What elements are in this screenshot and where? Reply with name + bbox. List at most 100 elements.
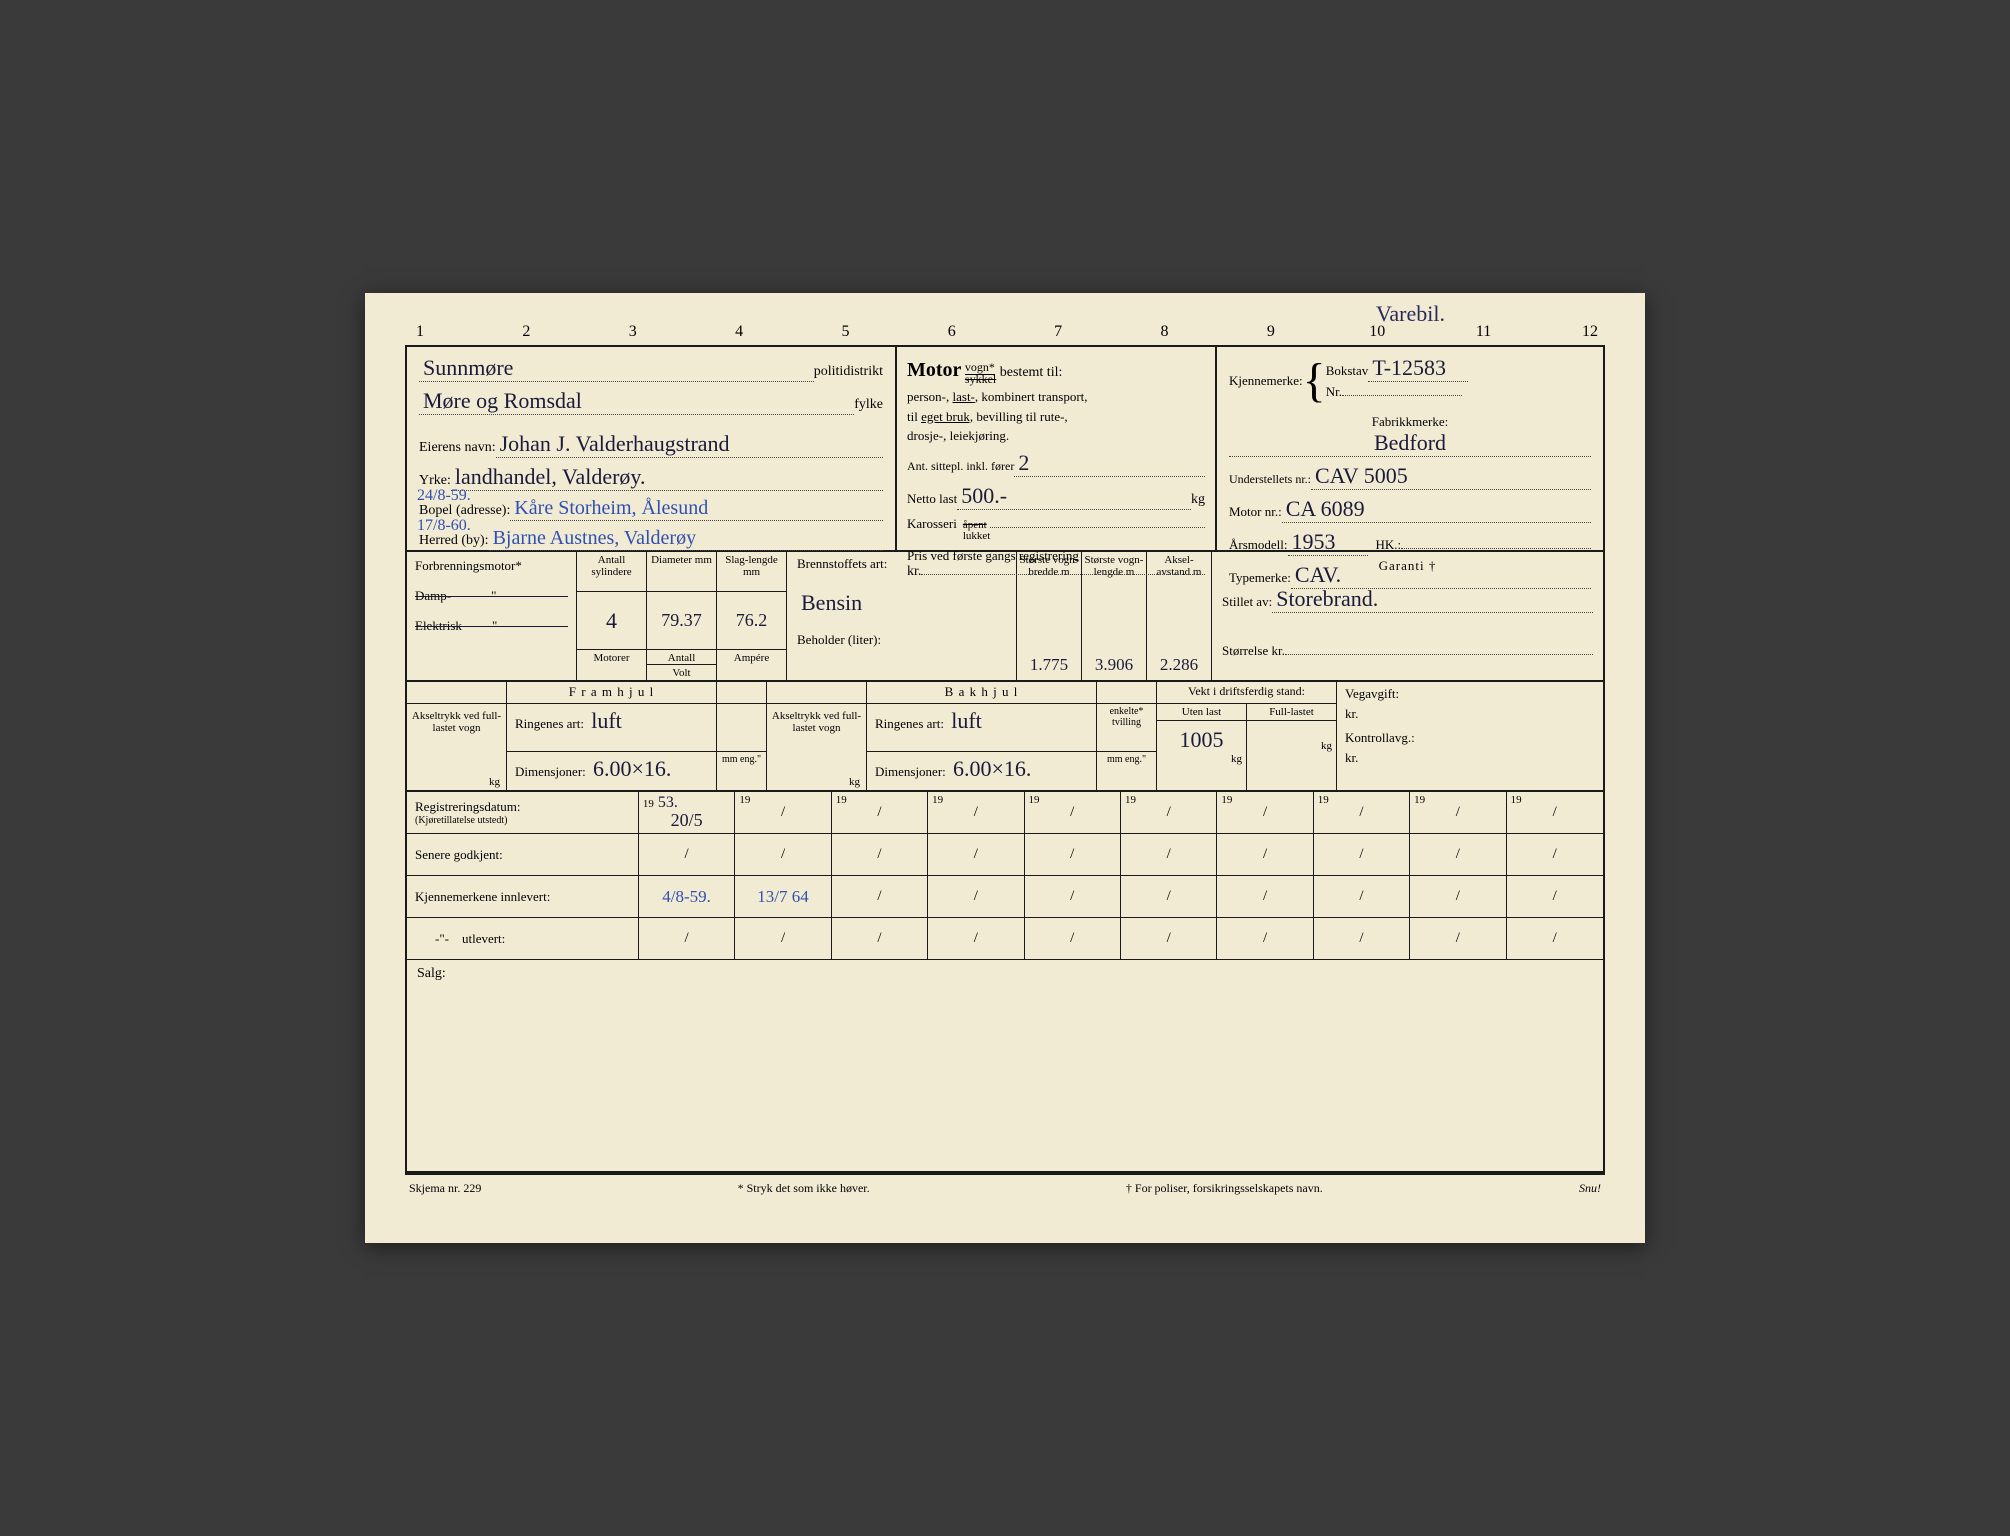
ruler-mark: 3: [623, 323, 643, 341]
arsmodell-value: 1953: [1288, 529, 1340, 554]
bredde-label: Største vogn-bredde m: [1017, 552, 1081, 650]
politidistrikt-value: Sunnmøre: [419, 355, 517, 380]
kjennemerke-label: Kjennemerke:: [1229, 373, 1303, 389]
netto-label: Netto last: [907, 491, 957, 507]
kontroll-label: Kontrollavg.:: [1345, 730, 1595, 746]
fylke-label: fylke: [854, 397, 883, 413]
bopel-value: Kåre Storheim, Ålesund: [510, 497, 712, 519]
salg-row: Salg:: [407, 960, 1603, 1020]
skjema-nr: Skjema nr. 229: [409, 1181, 481, 1196]
ruler-mark: 9: [1261, 323, 1281, 341]
nr-label: Nr.: [1326, 384, 1342, 400]
sykkel-option: sykkel: [965, 372, 996, 386]
bokstav-label: Bokstav: [1326, 363, 1369, 379]
eier-label: Eierens navn:: [419, 440, 496, 456]
mmeng-f: mm eng.": [717, 752, 766, 790]
utlevert-label: utlevert:: [462, 931, 505, 947]
forbrenning-label: Forbrenningsmotor*: [415, 558, 568, 574]
bestemt-label: bestemt til:: [1000, 365, 1063, 380]
lengde-label: Største vogn-lengde m: [1082, 552, 1146, 650]
aksel-label: Aksel-avstand m: [1147, 552, 1211, 650]
aksel-value: 2.286: [1156, 655, 1202, 675]
poliser-note: † For poliser, forsikringsselskapets nav…: [1126, 1181, 1323, 1196]
mmeng-b: mm eng.": [1097, 752, 1156, 790]
vehicle-id-section: Kjennemerke: { Bokstav T-12583 Nr. Fabri…: [1217, 347, 1603, 550]
kg-b: kg: [767, 774, 866, 790]
reg-label: Registreringsdatum:: [415, 799, 520, 815]
fylke-value: Møre og Romsdal: [419, 388, 586, 413]
brace-icon: {: [1303, 361, 1326, 401]
utenlast-label: Uten last: [1157, 704, 1246, 721]
footer: Skjema nr. 229 * Stryk det som ikke høve…: [405, 1181, 1605, 1196]
dim-f-value: 6.00×16.: [589, 756, 675, 781]
stillet-label: Stillet av:: [1222, 594, 1272, 610]
arsmodell-label: Årsmodell:: [1229, 537, 1288, 553]
salg-label: Salg:: [417, 966, 446, 981]
stillet-value: Storebrand.: [1272, 586, 1382, 611]
bredde-value: 1.775: [1026, 655, 1072, 675]
understell-value: CAV 5005: [1311, 463, 1412, 488]
damp-label: Damp-: [415, 588, 451, 603]
innlevert-label: Kjennemerkene innlevert:: [415, 889, 550, 905]
netto-value: 500.-: [957, 483, 1011, 508]
header-row: Sunnmøre politidistrikt Møre og Romsdal …: [407, 347, 1603, 552]
kg-f: kg: [407, 774, 506, 790]
utenlast-value: 1005: [1176, 727, 1228, 753]
antall-label: Antall: [647, 650, 716, 665]
brennstoff-value: Bensin: [797, 590, 866, 615]
motor-title: Motor: [907, 359, 961, 381]
tvilling-label: tvilling: [1112, 717, 1141, 728]
ruler-mark: 8: [1155, 323, 1175, 341]
ruler-mark: 5: [835, 323, 855, 341]
typemerke-value: CAV.: [1291, 562, 1345, 587]
eier-value: Johan J. Valderhaugstrand: [496, 431, 734, 456]
slag-label: Slag-lengde mm: [717, 552, 786, 592]
politidistrikt-label: politidistrikt: [814, 364, 883, 380]
slag-value: 76.2: [732, 610, 772, 631]
top-handwritten-note: Varebil.: [1376, 301, 1445, 327]
form-main-box: Sunnmøre politidistrikt Møre og Romsdal …: [405, 345, 1605, 1175]
ruler-mark: 4: [729, 323, 749, 341]
volt-label: Volt: [647, 665, 716, 680]
bakhjul-heading: B a k h j u l: [867, 682, 1096, 704]
yrke-value: landhandel, Valderøy.: [451, 464, 650, 489]
brennstoff-label: Brennstoffets art:: [797, 556, 1006, 572]
dim-b-value: 6.00×16.: [949, 756, 1035, 781]
karosseri-label: Karosseri: [907, 516, 957, 532]
vegavgift-kr: kr.: [1345, 706, 1595, 722]
ruler-mark: 11: [1474, 323, 1494, 341]
herred-value: Bjarne Austnes, Valderøy: [489, 527, 701, 549]
enkelte-label: enkelte*: [1110, 706, 1144, 717]
ringenes-b-value: luft: [947, 708, 986, 733]
innlevert-val2: 13/7 64: [753, 887, 812, 907]
motor-line2: person-, last-, kombinert transport,: [907, 387, 1205, 407]
hk-label: HK.:: [1376, 537, 1402, 553]
diameter-label: Diameter mm: [647, 552, 716, 592]
ruler-mark: 2: [516, 323, 536, 341]
motor-section: Motor vogn* sykkel bestemt til: person-,…: [897, 347, 1217, 550]
ruler-mark: 6: [942, 323, 962, 341]
motor-line3: til eget bruk, bevilling til rute-,: [907, 407, 1205, 427]
dim-b-label: Dimensjoner:: [875, 764, 946, 779]
fabrikk-label: Fabrikkmerke:: [1229, 414, 1591, 430]
ruler-mark: 12: [1580, 323, 1600, 341]
sylindere-value: 4: [602, 608, 621, 634]
fulllastet-label: Full-lastet: [1247, 704, 1336, 721]
registration-section: Registreringsdatum: (Kjøretillatelse uts…: [407, 792, 1603, 1173]
kontroll-kr: kr.: [1345, 750, 1595, 766]
sylindere-label: Antall sylindere: [577, 552, 646, 592]
elektrisk-label: Elektrisk: [415, 618, 462, 633]
akseltrykk-f-label: Akseltrykk ved full-lastet vogn: [407, 704, 506, 774]
reg-sub: (Kjøretillatelse utstedt): [415, 815, 507, 826]
lukket-option: lukket: [963, 530, 991, 542]
herred-label: Herred (by):: [419, 533, 489, 549]
vegavgift-label: Vegavgift:: [1345, 686, 1595, 702]
motornr-value: CA 6089: [1282, 496, 1369, 521]
registration-card: Varebil. 1 2 3 4 5 6 7 8 9 10 11 12 Sunn…: [365, 293, 1645, 1243]
ringenes-f-value: luft: [587, 708, 626, 733]
understell-label: Understellets nr.:: [1229, 472, 1311, 487]
wheels-row: Akseltrykk ved full-lastet vogn kg F r a…: [407, 682, 1603, 792]
stryk-note: * Stryk det som ikke høver.: [738, 1181, 870, 1196]
vekt-label: Vekt i driftsferdig stand:: [1157, 682, 1336, 704]
storrelse-label: Størrelse kr.: [1222, 643, 1285, 659]
